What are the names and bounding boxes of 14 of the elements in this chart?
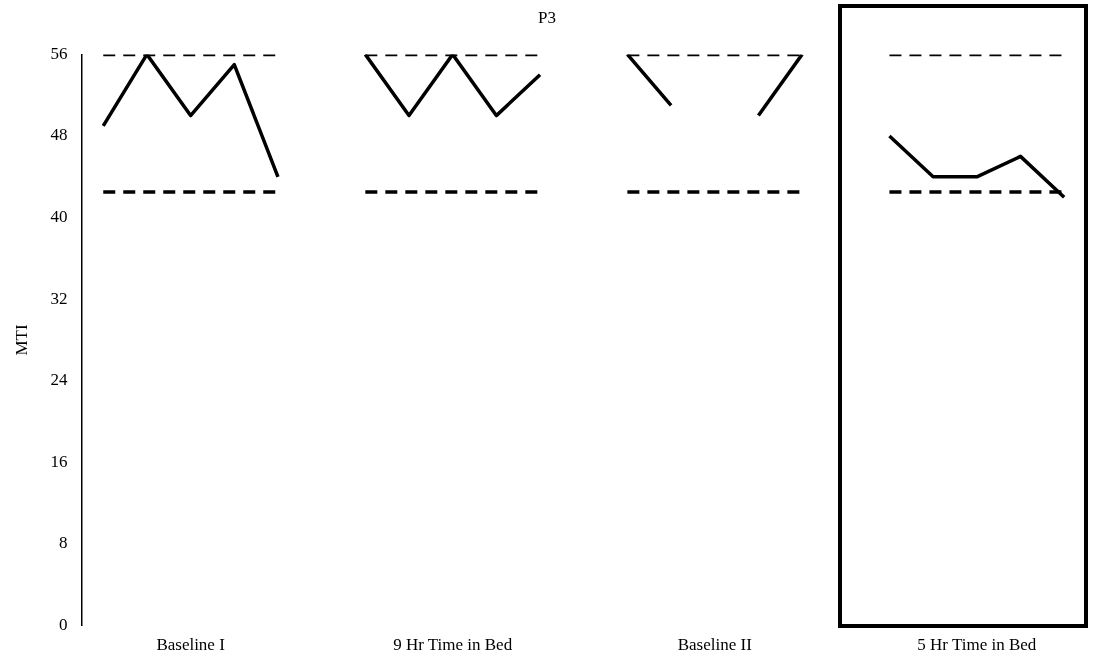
x-tick-label: Baseline I: [156, 635, 226, 655]
chart-title: P3: [538, 7, 556, 27]
y-tick-label: 0: [58, 615, 68, 635]
y-tick-label: 48: [50, 125, 68, 145]
x-tick-label: Baseline II: [677, 635, 753, 655]
x-tick-label: 5 Hr Time in Bed: [917, 635, 1037, 655]
y-tick-label: 24: [50, 370, 68, 390]
y-tick-label: 32: [50, 288, 68, 308]
y-tick-label: 40: [50, 207, 68, 227]
y-axis-title: MTI: [11, 324, 31, 356]
y-tick-label: 56: [50, 43, 68, 63]
y-tick-label: 8: [58, 533, 68, 553]
y-tick-label: 16: [50, 451, 68, 471]
x-tick-label: 9 Hr Time in Bed: [393, 635, 513, 655]
